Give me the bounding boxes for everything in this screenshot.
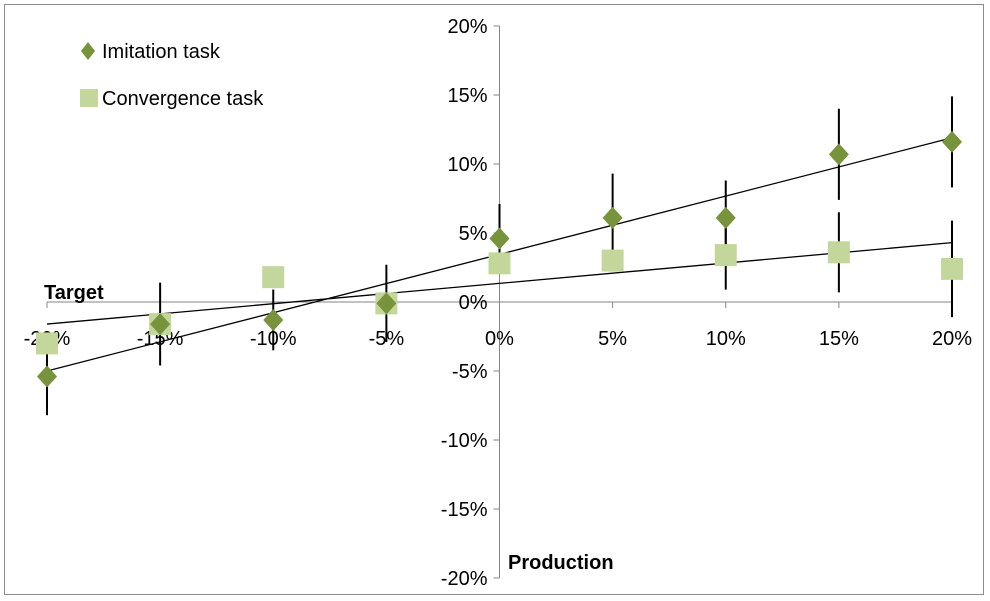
y-tick-label: 20% (447, 16, 487, 38)
legend-diamond-marker (81, 42, 95, 60)
y-tick-label: -20% (441, 568, 488, 590)
data-markers (36, 130, 963, 388)
y-tick-label: 5% (459, 223, 488, 245)
data-point-imitation (37, 365, 57, 388)
data-point-convergence (941, 257, 963, 280)
axes (46, 25, 953, 579)
data-point-imitation (263, 308, 284, 331)
data-point-imitation (376, 292, 397, 315)
x-tick-label: 20% (932, 328, 972, 350)
trendline-convergence (46, 242, 953, 325)
y-tick-label: 10% (447, 154, 487, 176)
y-tick-label: -15% (441, 499, 488, 521)
y-tick-label: -5% (452, 361, 488, 383)
legend-square-marker (80, 89, 98, 107)
x-axis-title: Production (508, 552, 614, 574)
data-point-imitation (489, 227, 510, 250)
data-point-imitation (828, 143, 849, 166)
y-tick-labels: 20% 15% 10% 5% 0% -5% -10% -15% -20% (441, 16, 488, 590)
legend-label-convergence: Convergence task (102, 88, 264, 110)
data-point-convergence (827, 241, 850, 264)
legend-item-convergence: Convergence task (80, 88, 264, 110)
data-point-convergence (262, 266, 285, 289)
data-point-imitation (942, 130, 962, 153)
data-point-convergence (36, 332, 58, 355)
data-point-convergence (714, 244, 737, 267)
y-tick-label: 0% (459, 292, 488, 314)
y-axis-title: Target (44, 282, 104, 304)
chart-frame (4, 4, 984, 595)
data-point-imitation (715, 206, 736, 229)
data-point-imitation (150, 313, 171, 336)
data-point-imitation (602, 206, 623, 229)
legend: Imitation task Convergence task (80, 41, 264, 110)
y-tick-label: -10% (441, 430, 488, 452)
x-tick-label: 15% (819, 328, 859, 350)
data-point-convergence (488, 252, 511, 275)
x-tick-label: 0% (485, 328, 514, 350)
x-tick-label: 5% (598, 328, 627, 350)
y-tick-label: 15% (447, 85, 487, 107)
legend-label-imitation: Imitation task (102, 41, 221, 63)
data-point-convergence (601, 249, 624, 272)
x-tick-label: 10% (706, 328, 746, 350)
legend-item-imitation: Imitation task (81, 41, 221, 63)
